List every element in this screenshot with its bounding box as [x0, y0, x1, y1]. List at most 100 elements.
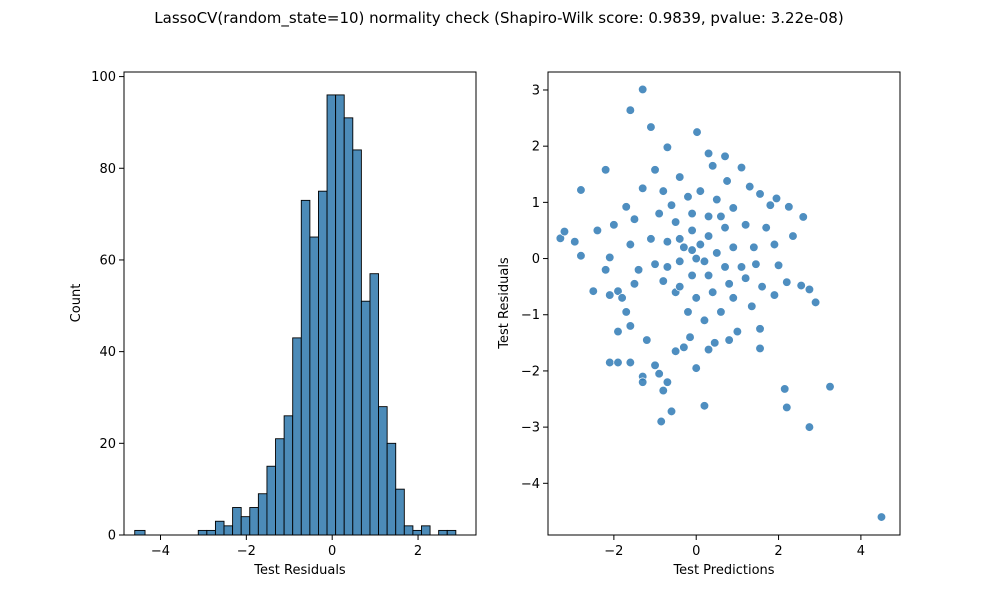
histogram-x-tick-label: −4	[151, 544, 170, 559]
scatter-point	[687, 270, 697, 281]
scatter-point	[605, 252, 615, 263]
scatter-point	[685, 332, 695, 342]
scatter-point	[605, 290, 615, 300]
histogram-bar	[283, 415, 294, 536]
scatter-point	[755, 343, 765, 354]
histogram-y-axis-label: Count	[69, 284, 84, 323]
scatter-point	[555, 233, 566, 243]
histogram-bar	[223, 525, 234, 536]
histogram-x-tick-label: −2	[237, 544, 256, 559]
scatter-point	[625, 357, 635, 368]
scatter-y-tick-label: 3	[532, 83, 540, 98]
histogram-bar	[249, 507, 259, 536]
histogram-bar	[232, 507, 242, 536]
scatter-point	[732, 326, 743, 337]
scatter-point	[625, 239, 635, 250]
scatter-point	[728, 293, 738, 303]
scatter-point	[559, 226, 570, 237]
scatter-x-tick-label: 4	[857, 544, 865, 559]
histogram-bar	[240, 516, 251, 536]
histogram-y-tick-label: 60	[99, 253, 116, 268]
scatter-point	[658, 186, 668, 196]
scatter-point	[825, 382, 835, 392]
scatter-point	[613, 326, 623, 337]
scatter-point	[654, 369, 664, 379]
histogram-bar	[412, 529, 422, 536]
scatter-point	[695, 239, 705, 250]
scatter-point	[720, 151, 730, 161]
scatter-frame	[547, 71, 901, 536]
scatter-point	[720, 222, 730, 233]
scatter-point	[796, 280, 806, 291]
scatter-y-tick-label: 2	[532, 140, 540, 155]
histogram-bar	[257, 493, 268, 536]
scatter-point	[638, 377, 648, 387]
scatter-point	[771, 193, 782, 204]
scatter-point	[751, 259, 761, 269]
scatter-point	[679, 242, 689, 252]
scatter-point	[666, 406, 677, 417]
scatter-point	[662, 237, 673, 247]
histogram-bar	[309, 236, 319, 536]
scatter-point	[613, 357, 623, 368]
scatter-point	[621, 307, 631, 317]
scatter-y-tick-label: −4	[521, 477, 540, 492]
scatter-x-axis-label: Test Predictions	[672, 563, 774, 578]
histogram-x-axis-label: Test Residuals	[253, 563, 346, 578]
histogram-bar	[369, 273, 380, 536]
histogram-bar	[206, 529, 216, 536]
scatter-point	[780, 384, 790, 394]
scatter-point	[782, 277, 792, 287]
scatter-point	[600, 165, 611, 175]
scatter-point	[658, 385, 668, 396]
scatter-point	[757, 281, 767, 292]
histogram-y-tick-label: 20	[99, 437, 116, 452]
histogram-bar	[446, 529, 457, 536]
scatter-point	[703, 231, 714, 241]
scatter-ticks: −2 0 2 4 −4 −3 −2 −1 0 1 2 3	[521, 83, 865, 559]
scatter-point	[728, 242, 738, 252]
histogram-bar	[378, 406, 388, 536]
scatter-point	[720, 262, 730, 272]
scatter-point	[642, 335, 652, 345]
scatter-point	[703, 148, 714, 159]
scatter-point	[629, 214, 640, 224]
scatter-point	[650, 360, 660, 370]
scatter-point	[810, 297, 821, 308]
scatter-point	[788, 231, 798, 241]
scatter-point	[761, 222, 771, 233]
histogram-bar	[197, 529, 208, 536]
scatter-point	[592, 225, 603, 236]
scatter-point	[765, 200, 775, 210]
scatter-point	[638, 183, 648, 193]
scatter-point	[609, 220, 619, 230]
scatter-point	[621, 202, 631, 212]
scatter-point	[784, 202, 794, 212]
scatter-point	[691, 293, 701, 303]
scatter-point	[666, 200, 677, 210]
scatter-point	[654, 208, 664, 219]
scatter-point	[716, 307, 726, 317]
scatter-point	[687, 225, 697, 236]
scatter-x-tick-label: 0	[692, 544, 700, 559]
histogram-bar	[326, 94, 337, 536]
scatter-point	[662, 142, 673, 152]
scatter-point	[728, 203, 738, 213]
scatter-point	[658, 276, 668, 286]
scatter-point	[656, 416, 666, 427]
scatter-point	[798, 212, 808, 222]
histogram-bar	[300, 199, 311, 536]
scatter-point	[646, 234, 656, 244]
scatter-point	[749, 242, 759, 252]
scatter-point	[722, 176, 732, 186]
scatter-point	[646, 122, 656, 132]
scatter-point	[650, 259, 660, 269]
scatter-point	[605, 357, 615, 368]
scatter-point	[633, 265, 644, 275]
scatter-point	[773, 260, 784, 270]
scatter-y-tick-label: −1	[521, 308, 540, 323]
scatter-point	[687, 245, 697, 255]
